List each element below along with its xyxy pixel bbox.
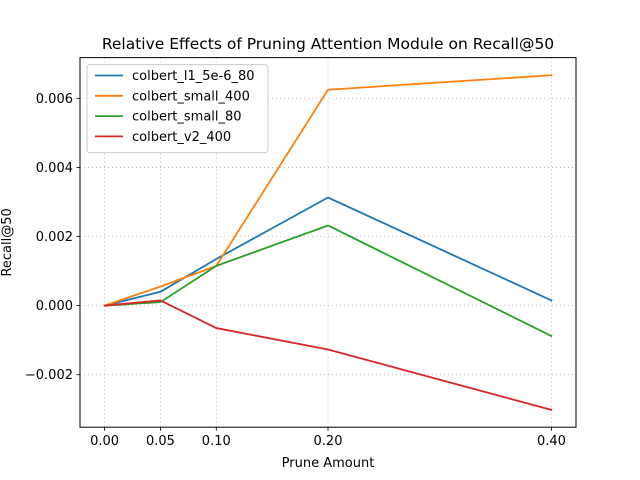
x-tick-label: 0.00 — [90, 434, 119, 449]
axis-ticks: 0.00 0.05 0.10 0.20 0.40 −0.002 0.000 0.002 0.00… — [25, 92, 566, 449]
y-tick-label: 0.004 — [36, 161, 73, 176]
legend-box — [86, 64, 269, 154]
legend-label: colbert_v2_400 — [132, 130, 231, 145]
x-tick-label: 0.40 — [537, 434, 566, 449]
y-axis-title: Recall@50 — [0, 208, 15, 276]
x-axis-title: Prune Amount — [282, 456, 375, 471]
x-tick-label: 0.20 — [314, 434, 343, 449]
series-line-colbert_v2_400 — [103, 299, 553, 412]
legend-label: colbert_l1_5e-6_80 — [132, 69, 255, 84]
y-tick-label: −0.002 — [25, 368, 73, 383]
x-tick-label: 0.05 — [146, 434, 175, 449]
chart-title: Relative Effects of Pruning Attention Mo… — [102, 35, 554, 53]
legend: colbert_l1_5e-6_80 colbert_small_400colbe… — [86, 64, 269, 154]
grid — [80, 57, 576, 428]
y-tick-label: 0.006 — [36, 92, 73, 107]
legend-label: colbert_small_400 — [132, 89, 250, 104]
series-line-colbert_l1_5e-6_80 — [103, 196, 553, 307]
y-tick-label: 0.000 — [36, 299, 73, 314]
series-lines — [103, 74, 553, 412]
legend-label: colbert_small_80 — [132, 110, 242, 125]
y-tick-label: 0.002 — [36, 230, 73, 245]
x-tick-label: 0.10 — [202, 434, 231, 449]
series-line-colbert_small_80 — [103, 224, 553, 338]
